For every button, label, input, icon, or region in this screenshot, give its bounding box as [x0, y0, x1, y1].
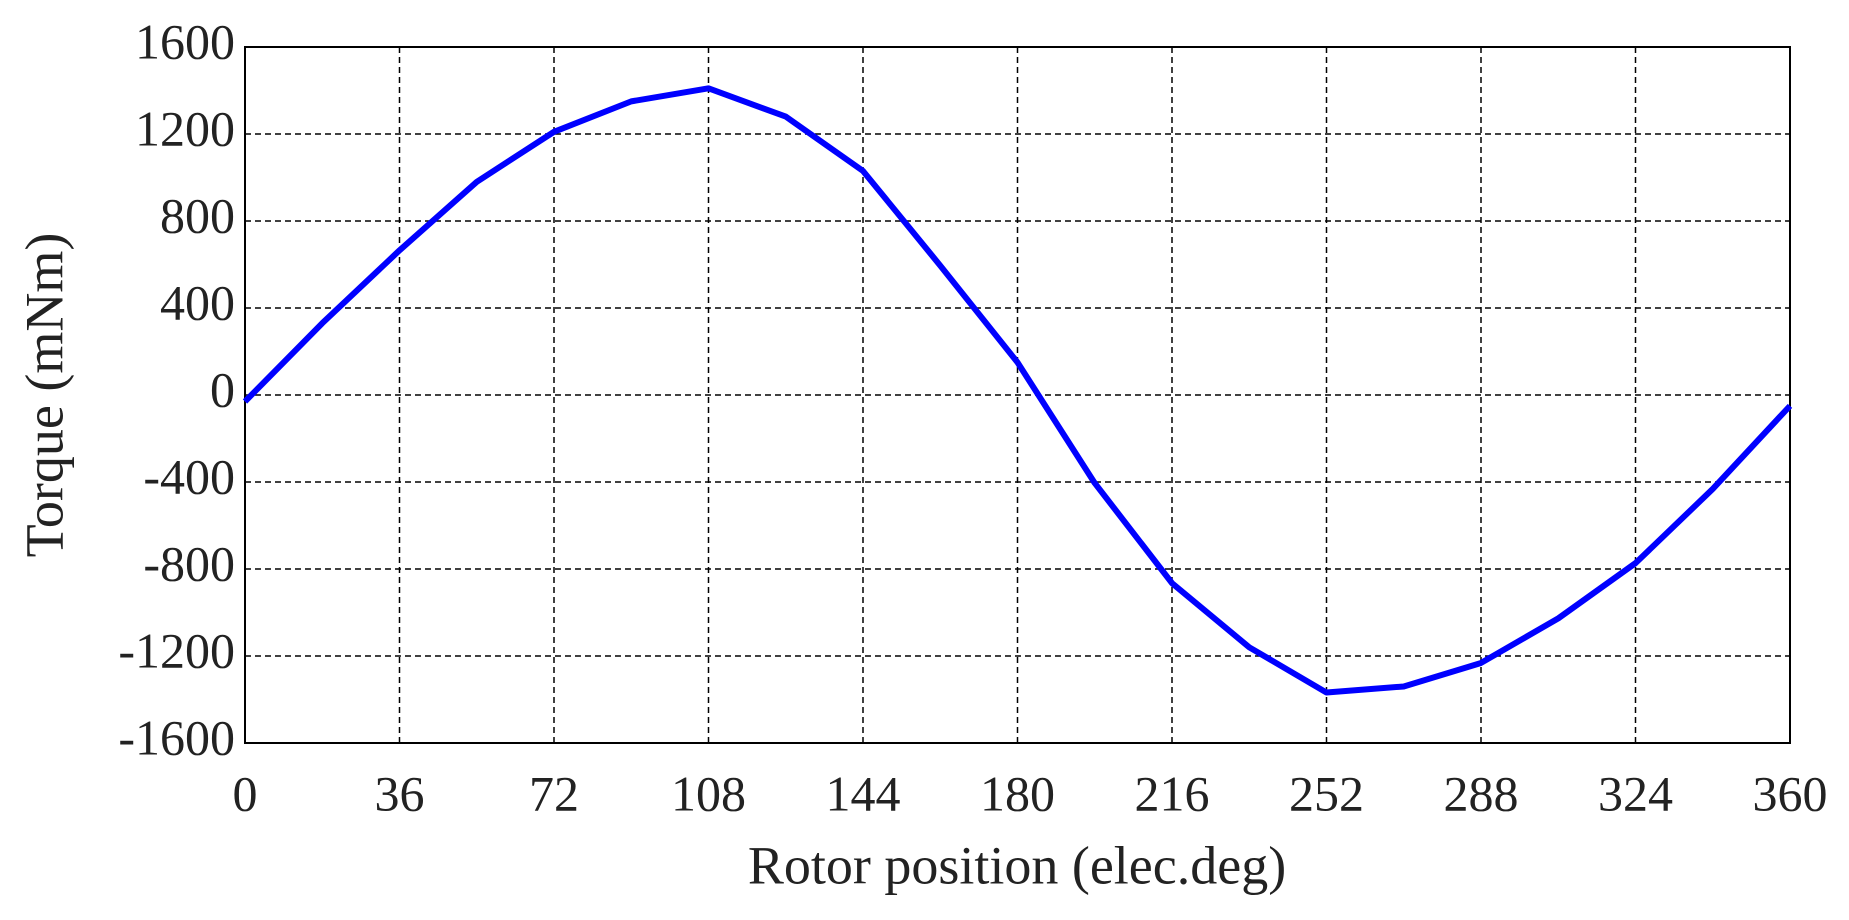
y-tick-label: -1600 [118, 709, 235, 765]
x-tick-label: 72 [529, 765, 579, 821]
x-tick-label: 216 [1135, 765, 1210, 821]
x-tick-label: 0 [233, 765, 258, 821]
x-tick-label: 180 [980, 765, 1055, 821]
x-tick-label: 252 [1289, 765, 1364, 821]
y-tick-label: 400 [160, 274, 235, 330]
x-tick-label: 144 [826, 765, 901, 821]
y-tick-label: -800 [143, 535, 235, 591]
y-tick-label: 1200 [135, 100, 235, 156]
x-tick-label: 108 [671, 765, 746, 821]
x-tick-label: 288 [1444, 765, 1519, 821]
y-tick-label: 0 [210, 361, 235, 417]
y-tick-label: 800 [160, 187, 235, 243]
x-tick-label: 360 [1753, 765, 1828, 821]
y-tick-label: 1600 [135, 13, 235, 69]
x-axis-label: Rotor position (elec.deg) [748, 835, 1286, 895]
x-tick-label: 324 [1598, 765, 1673, 821]
y-tick-label: -1200 [118, 622, 235, 678]
x-tick-label: 36 [375, 765, 425, 821]
data-line [242, 85, 1793, 696]
y-tick-label: -400 [143, 448, 235, 504]
y-axis-label: Torque (mNm) [14, 233, 74, 558]
plot-frame [244, 46, 1791, 744]
